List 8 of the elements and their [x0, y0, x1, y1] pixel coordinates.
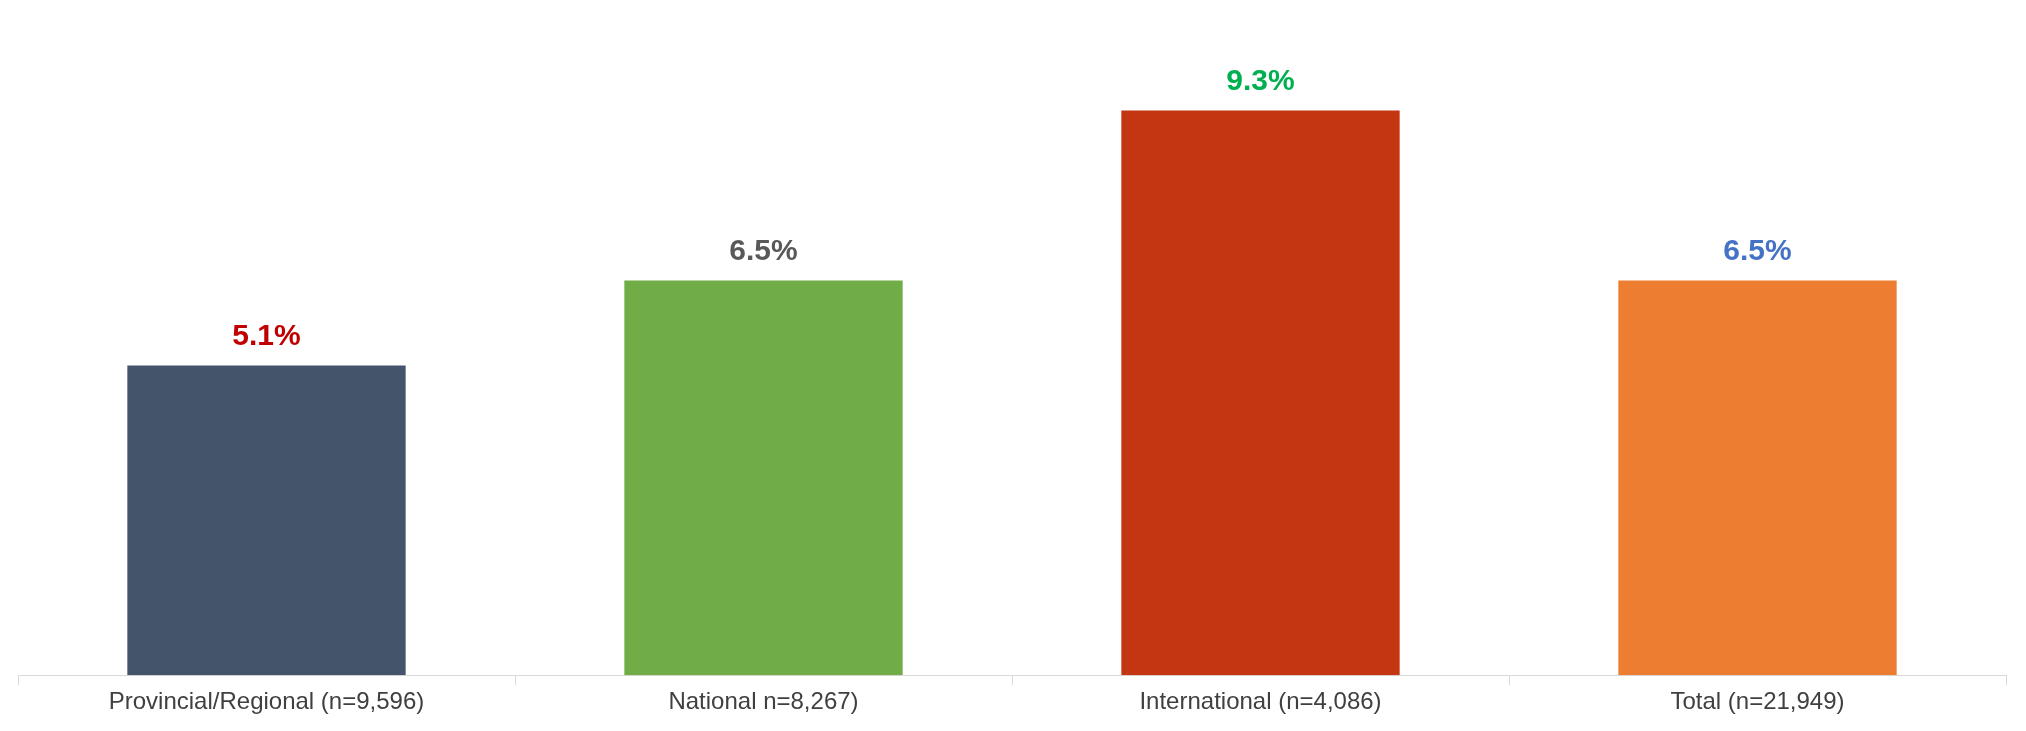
x-tick-label: Total (n=21,949): [1670, 687, 1845, 715]
x-tick-label: Provincial/Regional (n=9,596): [108, 687, 425, 715]
data-label: 6.5%: [1723, 232, 1792, 266]
x-tick-label: International (n=4,086): [1139, 687, 1382, 715]
data-label: 5.1%: [232, 317, 301, 351]
x-tick-label: National n=8,267): [668, 687, 859, 715]
data-label: 6.5%: [729, 232, 798, 266]
data-label: 9.3%: [1226, 62, 1295, 96]
